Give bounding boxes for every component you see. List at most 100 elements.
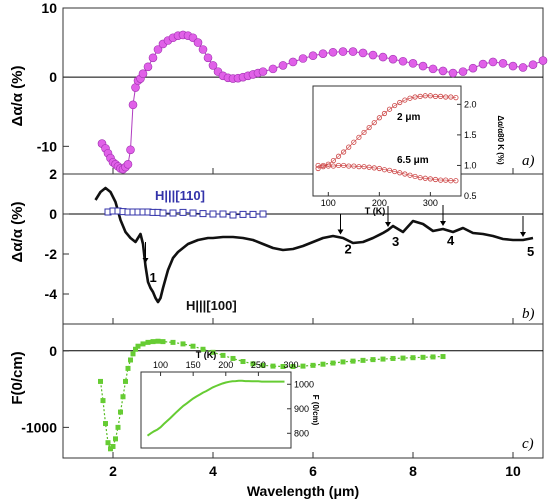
- data-point: [528, 60, 538, 70]
- inset-data-point: [407, 172, 413, 178]
- data-point: [348, 47, 358, 56]
- inset-x-tick-label: 100: [321, 198, 336, 208]
- inset-data-point: [381, 110, 388, 117]
- marker-arrowhead: [385, 222, 391, 227]
- inset-x-tick-label: 300: [283, 360, 298, 370]
- data-point: [135, 343, 141, 349]
- data-point: [190, 343, 196, 349]
- inset-c-series: [146, 379, 285, 437]
- data-point: [320, 361, 326, 367]
- data-point: [113, 436, 118, 442]
- data-point: [270, 363, 276, 369]
- inset-data-point: [335, 162, 342, 169]
- inset-data-point: [376, 115, 382, 121]
- inset-data-point: [330, 163, 337, 169]
- inset-y-tick-label: 1000: [294, 379, 314, 389]
- data-point: [438, 66, 448, 76]
- data-point-h110: [199, 210, 207, 218]
- inset-data-point: [346, 144, 352, 150]
- y-tick-label: -1000: [21, 419, 57, 435]
- data-point: [350, 358, 356, 364]
- data-point: [398, 56, 408, 66]
- data-point: [418, 61, 428, 71]
- y-tick-label: 10: [41, 0, 57, 16]
- inset-data-point: [397, 170, 403, 176]
- data-point: [358, 48, 368, 58]
- data-point: [308, 51, 318, 61]
- inset-data-point: [402, 97, 408, 103]
- marker-label: 4: [447, 233, 455, 248]
- data-point: [250, 361, 256, 367]
- inset-data-point: [351, 139, 357, 145]
- inset-data-point: [422, 175, 428, 181]
- panel-c-y-ticks: 0 -1000: [21, 343, 69, 435]
- inset-data-point: [381, 167, 388, 173]
- marker-label: 5: [527, 244, 534, 259]
- data-point: [360, 357, 366, 363]
- inset-data-point: [341, 149, 347, 155]
- inset-data-point: [356, 134, 362, 140]
- data-point: [203, 53, 213, 63]
- data-point: [380, 356, 386, 362]
- y-tick-label: 0: [49, 206, 57, 222]
- data-point: [123, 378, 128, 384]
- inset-data-point: [376, 165, 382, 172]
- data-point: [428, 64, 438, 74]
- panel-b-y-ticks: 2 0 -2 -4: [45, 166, 69, 302]
- data-point-h110: [219, 210, 227, 218]
- data-point: [138, 69, 148, 79]
- inset-a-series-label-1: 2 μm: [397, 112, 420, 123]
- inset-data-point: [397, 99, 403, 106]
- inset-data-point: [422, 93, 428, 99]
- inset-c-ylabel: F (0/cm): [311, 395, 320, 426]
- marker-arrowhead: [142, 258, 149, 263]
- data-point: [150, 339, 156, 345]
- data-point: [133, 346, 138, 352]
- data-point: [478, 59, 488, 69]
- inset-data-point: [453, 178, 459, 184]
- panel-c-frame: [62, 323, 544, 459]
- panel-b-label: b): [522, 306, 535, 322]
- data-point: [400, 355, 406, 361]
- inset-data-point: [356, 164, 362, 170]
- data-point-h110: [159, 209, 167, 217]
- inset-a-series: [315, 93, 459, 184]
- inset-data-point: [325, 161, 331, 167]
- inset-data-point: [366, 164, 372, 170]
- inset-y-tick-label: 900: [294, 404, 309, 414]
- inset-data-point: [325, 163, 331, 169]
- data-point: [180, 341, 186, 347]
- data-point: [410, 355, 416, 361]
- inset-data-point: [402, 171, 408, 177]
- inset-data-point: [448, 94, 454, 100]
- inset-data-point: [371, 165, 377, 171]
- data-point: [115, 424, 121, 430]
- y-tick-label: 0: [49, 343, 57, 359]
- label-h100: H|||[100]: [186, 298, 237, 313]
- data-point: [340, 359, 346, 365]
- inset-data-point: [392, 168, 398, 175]
- data-point-h110: [189, 209, 197, 217]
- panel-c-series: [98, 338, 446, 452]
- panel-b-ylabel: Δα/α (%): [9, 202, 26, 263]
- data-point: [488, 57, 498, 67]
- marker-arrowhead: [337, 229, 344, 235]
- inset-x-tick-label: 200: [372, 198, 387, 208]
- inset-c-xlabel: T (K): [196, 350, 217, 360]
- panel-b-series: [94, 186, 534, 304]
- data-point-h110: [259, 210, 267, 218]
- inset-data-point: [432, 176, 439, 183]
- data-point: [160, 339, 166, 345]
- x-tick-label: 6: [309, 463, 317, 479]
- x-tick-label: 4: [209, 463, 217, 479]
- data-point: [198, 45, 208, 54]
- data-point-h110: [209, 210, 217, 218]
- data-point: [408, 59, 418, 68]
- inset-x-tick-label: 100: [153, 360, 168, 370]
- data-point: [143, 62, 153, 72]
- series-line-h100: [94, 186, 534, 304]
- data-point: [538, 56, 548, 65]
- data-point: [230, 355, 236, 361]
- inset-data-point: [407, 95, 413, 101]
